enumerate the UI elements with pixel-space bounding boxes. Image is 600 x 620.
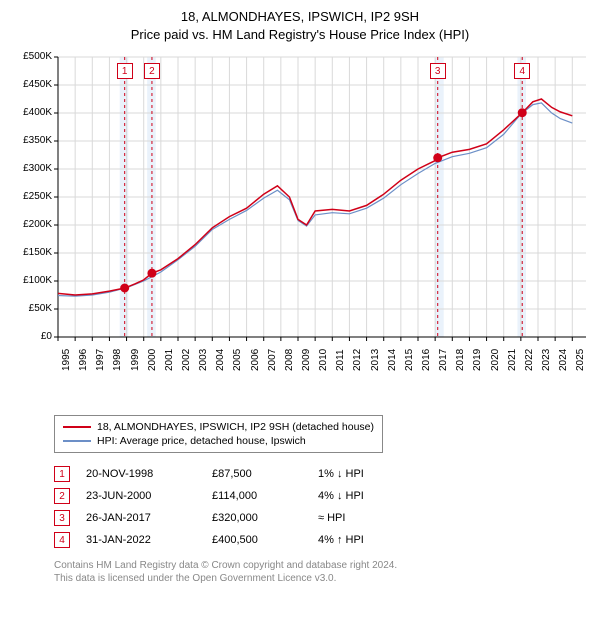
event-row: 2 23-JUN-2000 £114,000 4% ↓ HPI (54, 485, 590, 507)
chart-marker-1: 1 (117, 63, 133, 79)
y-tick-label: £350K (10, 135, 52, 146)
chart-title: 18, ALMONDHAYES, IPSWICH, IP2 9SH Price … (10, 8, 590, 43)
x-tick-label: 1996 (78, 349, 89, 371)
x-tick-label: 2025 (575, 349, 586, 371)
x-tick-label: 2016 (421, 349, 432, 371)
x-tick-label: 2012 (352, 349, 363, 371)
y-tick-label: £50K (10, 303, 52, 314)
chart-area: £0£50K£100K£150K£200K£250K£300K£350K£400… (10, 49, 590, 409)
x-axis-labels: 1995 1996 1997 1998 1999 2000 2001 2002 2003 2004… (10, 341, 590, 381)
x-tick-label: 2019 (472, 349, 483, 371)
chart-marker-3: 3 (430, 63, 446, 79)
event-hpi: 4% ↓ HPI (318, 490, 428, 502)
chart-marker-4: 4 (514, 63, 530, 79)
event-hpi: ≈ HPI (318, 512, 428, 524)
event-marker: 3 (54, 510, 70, 526)
chart-marker-2: 2 (144, 63, 160, 79)
x-tick-label: 2003 (198, 349, 209, 371)
x-tick-label: 2022 (524, 349, 535, 371)
x-tick-label: 2023 (541, 349, 552, 371)
event-price: £400,500 (212, 534, 302, 546)
y-tick-label: £250K (10, 191, 52, 202)
y-tick-label: £200K (10, 219, 52, 230)
event-row: 3 26-JAN-2017 £320,000 ≈ HPI (54, 507, 590, 529)
title-line2: Price paid vs. HM Land Registry's House … (10, 26, 590, 44)
legend-row-hpi: HPI: Average price, detached house, Ipsw… (63, 434, 374, 448)
y-tick-label: £400K (10, 107, 52, 118)
legend-row-subject: 18, ALMONDHAYES, IPSWICH, IP2 9SH (detac… (63, 420, 374, 434)
x-tick-label: 2007 (267, 349, 278, 371)
x-tick-label: 2006 (250, 349, 261, 371)
event-date: 23-JUN-2000 (86, 490, 196, 502)
x-tick-label: 2013 (370, 349, 381, 371)
event-row: 4 31-JAN-2022 £400,500 4% ↑ HPI (54, 529, 590, 551)
footer-line1: Contains HM Land Registry data © Crown c… (54, 559, 590, 572)
event-price: £320,000 (212, 512, 302, 524)
event-row: 1 20-NOV-1998 £87,500 1% ↓ HPI (54, 463, 590, 485)
x-tick-label: 2000 (147, 349, 158, 371)
x-tick-label: 2002 (181, 349, 192, 371)
x-tick-label: 2005 (232, 349, 243, 371)
y-tick-label: £450K (10, 79, 52, 90)
x-tick-label: 1999 (130, 349, 141, 371)
events-table: 1 20-NOV-1998 £87,500 1% ↓ HPI 2 23-JUN-2000 £… (54, 463, 590, 551)
footer-note: Contains HM Land Registry data © Crown c… (54, 559, 590, 585)
x-tick-label: 2011 (335, 350, 346, 372)
x-tick-label: 2017 (438, 349, 449, 371)
event-date: 31-JAN-2022 (86, 534, 196, 546)
event-date: 20-NOV-1998 (86, 468, 196, 480)
event-price: £87,500 (212, 468, 302, 480)
event-hpi: 1% ↓ HPI (318, 468, 428, 480)
event-marker: 1 (54, 466, 70, 482)
x-tick-label: 1997 (95, 349, 106, 371)
x-tick-label: 2009 (301, 349, 312, 371)
legend-swatch-hpi (63, 440, 91, 442)
x-tick-label: 1995 (61, 349, 72, 371)
legend: 18, ALMONDHAYES, IPSWICH, IP2 9SH (detac… (54, 415, 383, 453)
x-tick-label: 2024 (558, 349, 569, 371)
title-line1: 18, ALMONDHAYES, IPSWICH, IP2 9SH (10, 8, 590, 26)
legend-label-subject: 18, ALMONDHAYES, IPSWICH, IP2 9SH (detac… (97, 421, 374, 433)
event-marker: 4 (54, 532, 70, 548)
x-tick-label: 2008 (284, 349, 295, 371)
footer-line2: This data is licensed under the Open Gov… (54, 572, 590, 585)
x-tick-label: 2014 (387, 349, 398, 371)
y-tick-label: £150K (10, 247, 52, 258)
legend-swatch-subject (63, 426, 91, 428)
x-tick-label: 2021 (507, 349, 518, 371)
x-tick-label: 2020 (490, 349, 501, 371)
x-tick-label: 2010 (318, 349, 329, 371)
x-tick-label: 1998 (112, 349, 123, 371)
y-tick-label: £300K (10, 163, 52, 174)
event-marker: 2 (54, 488, 70, 504)
chart-svg (10, 49, 590, 369)
x-tick-label: 2015 (404, 349, 415, 371)
y-tick-label: £500K (10, 51, 52, 62)
event-hpi: 4% ↑ HPI (318, 534, 428, 546)
event-date: 26-JAN-2017 (86, 512, 196, 524)
legend-label-hpi: HPI: Average price, detached house, Ipsw… (97, 435, 306, 447)
y-tick-label: £100K (10, 275, 52, 286)
event-price: £114,000 (212, 490, 302, 502)
x-tick-label: 2001 (164, 349, 175, 371)
x-tick-label: 2018 (455, 349, 466, 371)
x-tick-label: 2004 (215, 349, 226, 371)
